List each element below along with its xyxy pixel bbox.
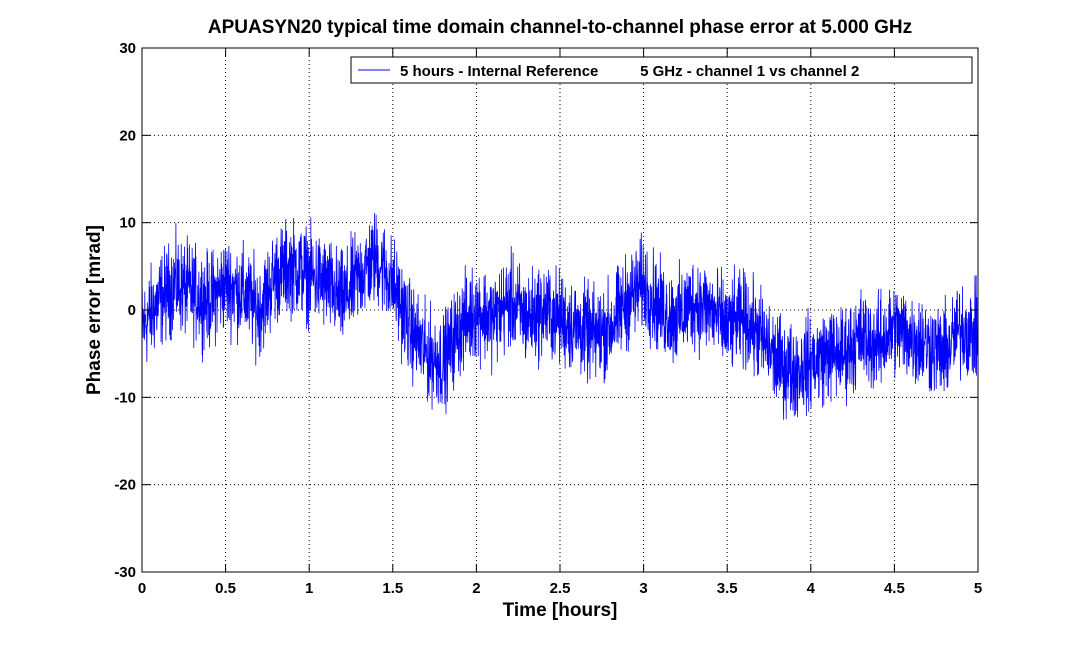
- series-line: [141, 213, 979, 420]
- series-layer: [141, 213, 979, 420]
- legend-box: [350, 56, 973, 84]
- y-tick-label: 10: [119, 215, 136, 232]
- x-tick-label: 2: [472, 580, 480, 597]
- x-axis-label: Time [hours]: [503, 600, 618, 621]
- y-tick-label: 30: [119, 40, 136, 57]
- x-tick-label: 4: [807, 580, 816, 597]
- x-tick-label: 3.5: [717, 580, 738, 597]
- y-tick-label: -20: [114, 477, 136, 494]
- chart-title: APUASYN20 typical time domain channel-to…: [208, 17, 912, 38]
- x-tick-label: 1: [305, 580, 313, 597]
- y-tick-label: 20: [119, 127, 136, 144]
- y-tick-label: -10: [114, 389, 136, 406]
- x-tick-label: 5: [974, 580, 982, 597]
- x-tick-label: 0.5: [215, 580, 236, 597]
- x-tick-label: 3: [639, 580, 647, 597]
- axes: 0 0.5 1 1.5 2 2.5 3 3.5 4 4.5 5 -30 -20 -10 0 10 20 30: [114, 40, 982, 597]
- x-tick-label: 4.5: [884, 580, 905, 597]
- x-tick-label: 2.5: [550, 580, 571, 597]
- y-tick-label: -30: [114, 564, 136, 581]
- legend: 5 hours - Internal Reference 5 GHz - cha…: [350, 56, 973, 84]
- x-tick-label: 1.5: [382, 580, 403, 597]
- y-tick-label: 0: [128, 302, 136, 319]
- legend-label: 5 hours - Internal Reference 5 GHz - cha…: [400, 63, 859, 80]
- x-tick-label: 0: [138, 580, 146, 597]
- y-axis-label: Phase error [mrad]: [84, 225, 105, 395]
